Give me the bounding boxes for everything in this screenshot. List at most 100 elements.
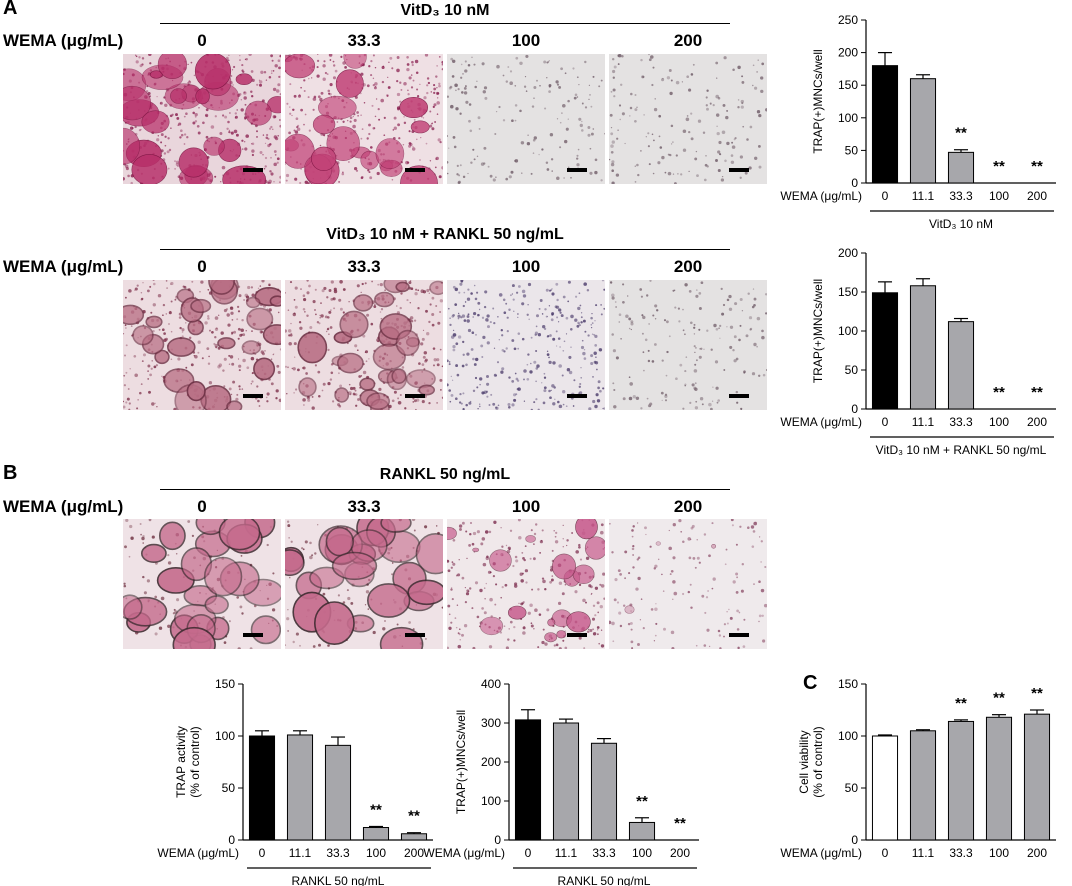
- scale-bar: [243, 633, 263, 637]
- x-axis-prefix-label: WEMA (μg/mL): [780, 189, 862, 203]
- x-tick-label: 200: [404, 846, 424, 860]
- x-tick-label: 33.3: [949, 189, 973, 203]
- chart-a1-bar-2: [947, 151, 975, 184]
- y-tick-label: 0: [228, 833, 235, 847]
- scale-bar: [405, 168, 425, 172]
- row1-title: VitD₃ 10 nM: [400, 2, 490, 19]
- y-tick-label: 150: [838, 677, 858, 691]
- x-tick-label: 33.3: [949, 846, 973, 860]
- chart-c1-bar-3: [985, 716, 1013, 841]
- scale-bar: [405, 394, 425, 398]
- significance-mark: **: [1031, 158, 1043, 175]
- row3-rule: [160, 489, 730, 490]
- y-tick-label: 100: [838, 729, 858, 743]
- scale-bar: [729, 394, 749, 398]
- chart-b2-bar-2: [590, 742, 618, 841]
- row2-conc-3: 200: [673, 257, 703, 276]
- row3-title: RANKL 50 ng/mL: [379, 466, 511, 483]
- row2-conc-2: 100: [511, 257, 541, 276]
- significance-mark: **: [1031, 384, 1043, 401]
- x-tick-label: 11.1: [912, 189, 935, 203]
- row3-conc-3: 200: [673, 497, 703, 516]
- chart-a1-bar-0: [871, 65, 899, 184]
- y-tick-label: 0: [851, 402, 858, 416]
- chart-c1-bar-2: [947, 720, 975, 841]
- x-tick-label: 100: [366, 846, 386, 860]
- y-axis-label: TRAP(+)MNCs/well: [811, 279, 825, 383]
- significance-mark: **: [636, 793, 648, 810]
- chart-a2-bar-2: [947, 321, 975, 410]
- chart-b2-bar-1: [552, 722, 580, 841]
- micrograph-r1-c3: [609, 54, 767, 184]
- scale-bar: [405, 633, 425, 637]
- micrograph-r3-c3: [609, 519, 767, 649]
- x-tick-label: 100: [989, 415, 1009, 429]
- significance-mark: **: [674, 815, 686, 832]
- x-tick-label: 11.1: [555, 846, 578, 860]
- significance-mark: **: [955, 695, 967, 712]
- y-tick-label: 100: [215, 729, 235, 743]
- y-tick-label: 400: [481, 677, 501, 691]
- scale-bar: [243, 394, 263, 398]
- significance-mark: **: [370, 801, 382, 818]
- x-axis-prefix-label: WEMA (μg/mL): [157, 846, 239, 860]
- y-axis-label: TRAP(+)MNCs/well: [454, 710, 468, 814]
- significance-mark: **: [1031, 685, 1043, 702]
- panel-label-a: A: [3, 0, 18, 19]
- y-tick-label: 50: [222, 781, 236, 795]
- micrograph-r2-c3: [609, 280, 767, 410]
- y-tick-label: 150: [215, 677, 235, 691]
- y-tick-label: 50: [845, 363, 859, 377]
- y-axis-label: Cell viability: [797, 730, 811, 793]
- row2-wema-label: WEMA (μg/mL): [3, 257, 124, 276]
- y-tick-label: 0: [851, 833, 858, 847]
- x-tick-label: 11.1: [289, 846, 312, 860]
- row1-conc-3: 200: [673, 31, 703, 50]
- micrograph-r1-c2: [447, 54, 605, 184]
- row1-conc-2: 100: [511, 31, 541, 50]
- micrograph-r1-c0: [123, 54, 281, 184]
- significance-mark: **: [993, 158, 1005, 175]
- chart-b1-bar-2: [324, 744, 352, 841]
- x-tick-label: 33.3: [949, 415, 973, 429]
- scale-bar: [567, 633, 587, 637]
- scale-bar: [729, 168, 749, 172]
- x-tick-label: 0: [882, 189, 889, 203]
- micrograph-r2-c1: [285, 280, 443, 410]
- y-tick-label: 200: [481, 755, 501, 769]
- panel-label-c: C: [803, 672, 818, 694]
- y-tick-label: 250: [838, 13, 858, 27]
- x-tick-label: 200: [670, 846, 690, 860]
- x-tick-label: 200: [1027, 846, 1047, 860]
- row1-conc-1: 33.3: [347, 31, 381, 50]
- x-tick-label: 33.3: [592, 846, 616, 860]
- chart-a1-bar-1: [909, 78, 937, 184]
- row2-rule: [160, 249, 730, 250]
- x-tick-label: 0: [882, 415, 889, 429]
- group-label: RANKL 50 ng/mL: [292, 874, 385, 886]
- y-axis-label: TRAP(+)MNCs/well: [811, 49, 825, 153]
- x-axis-prefix-label: WEMA (μg/mL): [780, 846, 862, 860]
- significance-mark: **: [955, 125, 967, 142]
- x-tick-label: 0: [525, 846, 532, 860]
- micrograph-r3-c0: [123, 519, 281, 649]
- x-tick-label: 33.3: [326, 846, 350, 860]
- y-tick-label: 100: [838, 111, 858, 125]
- row3-wema-label: WEMA (μg/mL): [3, 497, 124, 516]
- chart-c1-bar-0: [871, 735, 899, 841]
- x-tick-label: 100: [989, 846, 1009, 860]
- x-tick-label: 11.1: [912, 415, 935, 429]
- x-axis-prefix-label: WEMA (μg/mL): [780, 415, 862, 429]
- significance-mark: **: [408, 808, 420, 825]
- y-tick-label: 100: [481, 794, 501, 808]
- group-label: VitD₃ 10 nM: [929, 217, 993, 231]
- micrograph-r3-c2: [447, 519, 605, 649]
- group-label: VitD₃ 10 nM + RANKL 50 ng/mL: [876, 443, 1047, 457]
- y-tick-label: 100: [838, 324, 858, 338]
- scale-bar: [243, 168, 263, 172]
- y-tick-label: 50: [845, 781, 859, 795]
- scale-bar: [567, 394, 587, 398]
